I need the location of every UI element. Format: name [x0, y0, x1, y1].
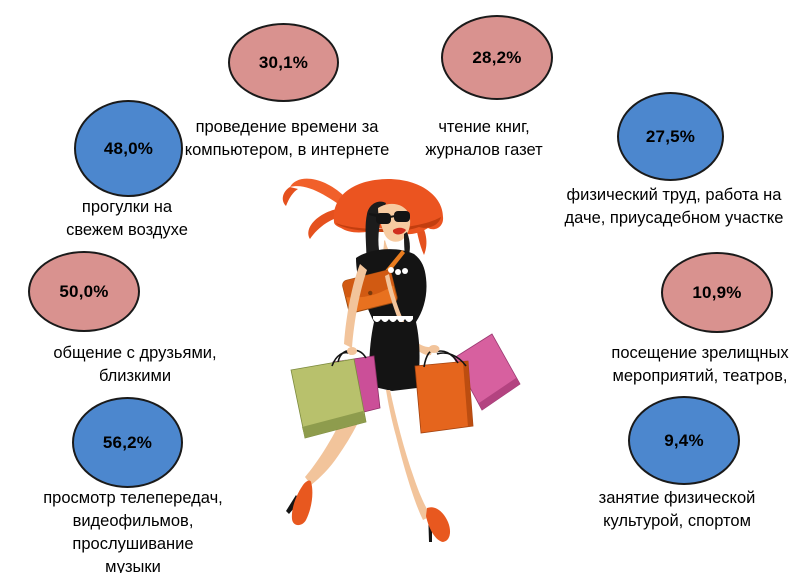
bubble-events-theatres: 10,9%	[661, 252, 773, 333]
woman-shopping-illustration	[278, 170, 522, 570]
bubble-physical-work-dacha-label: физический труд, работа на даче, приусад…	[564, 186, 784, 227]
left-hand	[347, 347, 357, 355]
skirt	[369, 322, 420, 391]
left-shoe	[291, 480, 313, 526]
bubble-reading-label: чтение книг, журналов газет	[425, 118, 543, 159]
bubble-walks-outdoors-value: 48,0%	[103, 138, 154, 158]
left-arm	[344, 264, 367, 348]
lips	[393, 227, 406, 235]
shopping-bag-orange	[414, 360, 474, 434]
right-shoe	[426, 507, 451, 542]
bubble-computer-internet: 30,1%	[228, 23, 339, 102]
waist-ruffle	[373, 316, 413, 322]
right-hand	[428, 345, 440, 353]
bubble-reading-value: 28,2%	[472, 47, 522, 67]
shopping-bag-pink-right	[453, 333, 521, 411]
bubble-tv-video-music: 56,2%	[72, 397, 183, 488]
bubble-tv-video-music-value: 56,2%	[102, 432, 153, 452]
bubble-sport-value: 9,4%	[664, 430, 704, 450]
bubble-walks-outdoors: 48,0%	[74, 100, 183, 197]
bubble-reading: 28,2%	[441, 15, 553, 100]
bubble-computer-internet-label: проведение времени за компьютером, в инт…	[184, 118, 390, 159]
bubble-sport: 9,4%	[628, 396, 740, 485]
bubble-events-theatres-label: посещение зрелищных мероприятий, театров…	[611, 344, 789, 385]
bubble-walks-outdoors-label: прогулки на свежем воздухе	[66, 198, 188, 239]
right-leg	[386, 390, 431, 520]
bubble-events-theatres-value: 10,9%	[692, 282, 742, 302]
bubble-physical-work-dacha: 27,5%	[617, 92, 724, 181]
bubble-physical-work-dacha-value: 27,5%	[645, 126, 696, 146]
bubble-sport-label: занятие физической культурой, спортом	[598, 489, 756, 530]
bubble-friends-family-value: 50,0%	[59, 281, 109, 301]
bubble-computer-internet-value: 30,1%	[258, 52, 309, 72]
bubble-friends-family: 50,0%	[28, 251, 140, 332]
sleeve-lace-trim	[388, 267, 408, 275]
sunglasses-icon	[369, 211, 410, 224]
bubble-tv-video-music-label: просмотр телепередач, видеофильмов, прос…	[43, 489, 223, 573]
bubble-friends-family-label: общение с друзьями, близкими	[53, 344, 217, 385]
shopping-bag-green	[290, 358, 367, 439]
